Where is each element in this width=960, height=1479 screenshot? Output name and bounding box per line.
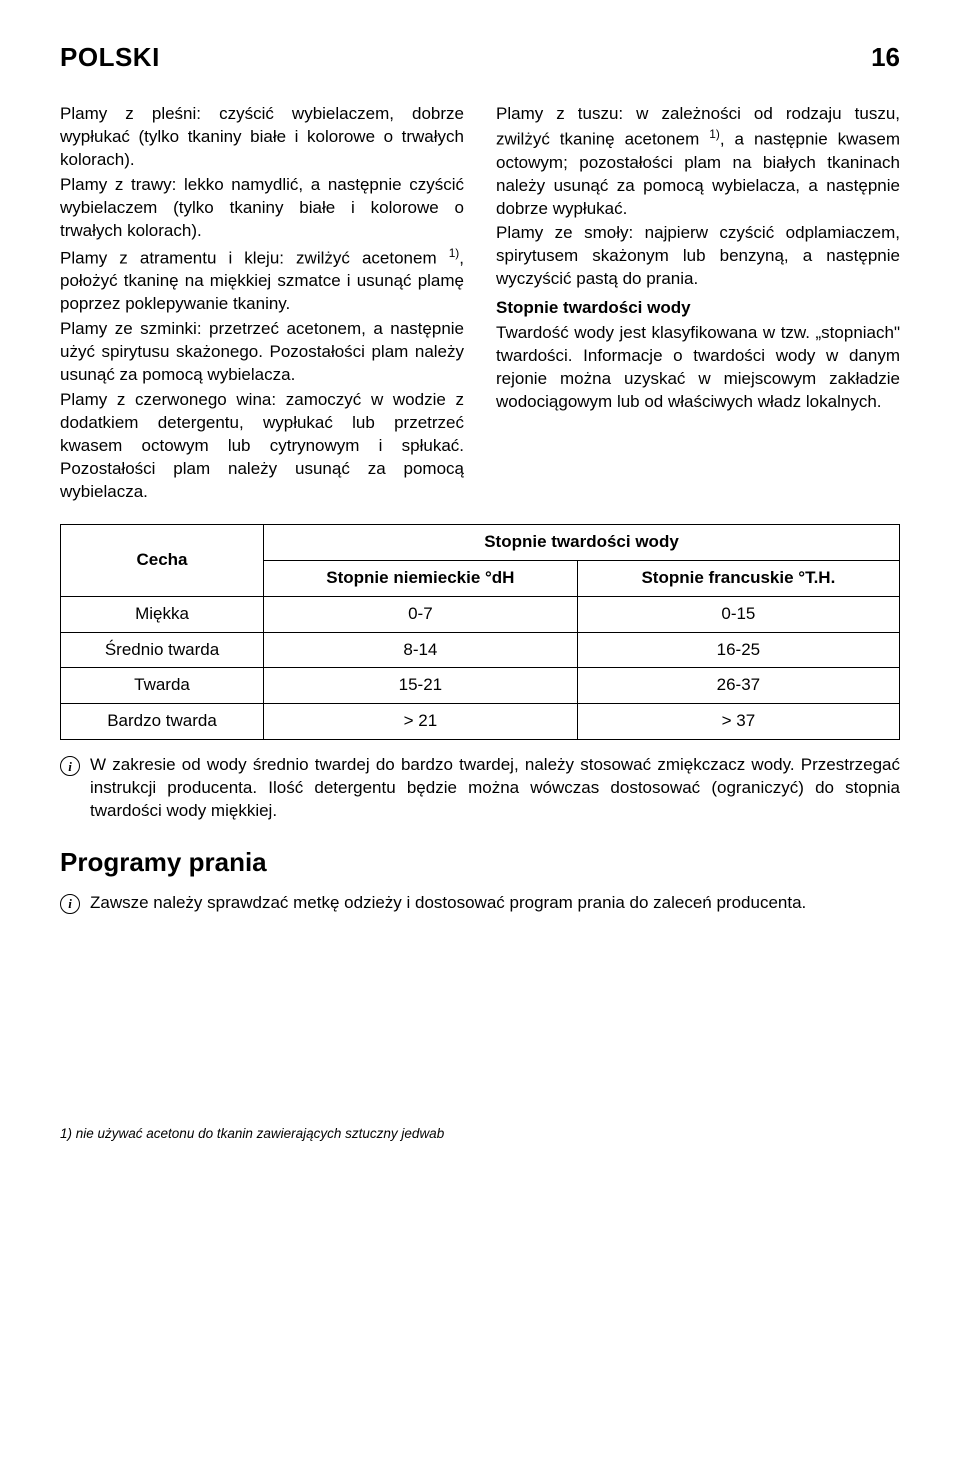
text: Plamy z atramentu i kleju: zwilżyć aceto… — [60, 248, 449, 267]
superscript: 1) — [449, 246, 460, 260]
table-cell: 26-37 — [577, 668, 899, 704]
col-header-group: Stopnie twardości wody — [264, 524, 900, 560]
paragraph: Plamy ze smoły: najpierw czyścić odplami… — [496, 222, 900, 291]
info-text: Zawsze należy sprawdzać metkę odzieży i … — [90, 892, 900, 915]
hardness-table: Cecha Stopnie twardości wody Stopnie nie… — [60, 524, 900, 741]
table-cell: 0-15 — [577, 596, 899, 632]
footnote: 1) nie używać acetonu do tkanin zawieraj… — [60, 1125, 900, 1143]
table-cell: > 21 — [264, 704, 578, 740]
table-cell: Bardzo twarda — [61, 704, 264, 740]
info-block: i Zawsze należy sprawdzać metkę odzieży … — [60, 892, 900, 915]
col-header-de: Stopnie niemieckie °dH — [264, 560, 578, 596]
table-row: Bardzo twarda > 21 > 37 — [61, 704, 900, 740]
paragraph: Plamy z pleśni: czyścić wybielaczem, dob… — [60, 103, 464, 172]
table-cell: 15-21 — [264, 668, 578, 704]
page-header: POLSKI 16 — [60, 40, 900, 75]
page-title: POLSKI — [60, 40, 160, 75]
left-column: Plamy z pleśni: czyścić wybielaczem, dob… — [60, 103, 464, 506]
superscript: 1) — [709, 127, 720, 141]
table-cell: Twarda — [61, 668, 264, 704]
table-row: Miękka 0-7 0-15 — [61, 596, 900, 632]
table-row: Twarda 15-21 26-37 — [61, 668, 900, 704]
paragraph: Plamy z atramentu i kleju: zwilżyć aceto… — [60, 245, 464, 316]
info-text: W zakresie od wody średnio twardej do ba… — [90, 754, 900, 823]
table-header-row: Cecha Stopnie twardości wody — [61, 524, 900, 560]
two-column-body: Plamy z pleśni: czyścić wybielaczem, dob… — [60, 103, 900, 506]
page-number: 16 — [871, 40, 900, 75]
info-icon: i — [60, 756, 80, 776]
section-title: Programy prania — [60, 845, 900, 880]
paragraph: Twardość wody jest klasyfikowana w tzw. … — [496, 322, 900, 414]
col-header-cecha: Cecha — [61, 524, 264, 596]
paragraph: Plamy z czerwonego wina: zamoczyć w wodz… — [60, 389, 464, 504]
table-cell: 0-7 — [264, 596, 578, 632]
paragraph: Plamy ze szminki: przetrzeć acetonem, a … — [60, 318, 464, 387]
table-cell: 8-14 — [264, 632, 578, 668]
table-cell: > 37 — [577, 704, 899, 740]
subheading: Stopnie twardości wody — [496, 297, 900, 320]
right-column: Plamy z tuszu: w zależności od rodzaju t… — [496, 103, 900, 506]
table-row: Średnio twarda 8-14 16-25 — [61, 632, 900, 668]
paragraph: Plamy z trawy: lekko namydlić, a następn… — [60, 174, 464, 243]
info-icon: i — [60, 894, 80, 914]
table-cell: Średnio twarda — [61, 632, 264, 668]
paragraph: Plamy z tuszu: w zależności od rodzaju t… — [496, 103, 900, 220]
col-header-fr: Stopnie francuskie °T.H. — [577, 560, 899, 596]
info-block: i W zakresie od wody średnio twardej do … — [60, 754, 900, 823]
table-cell: 16-25 — [577, 632, 899, 668]
table-cell: Miękka — [61, 596, 264, 632]
